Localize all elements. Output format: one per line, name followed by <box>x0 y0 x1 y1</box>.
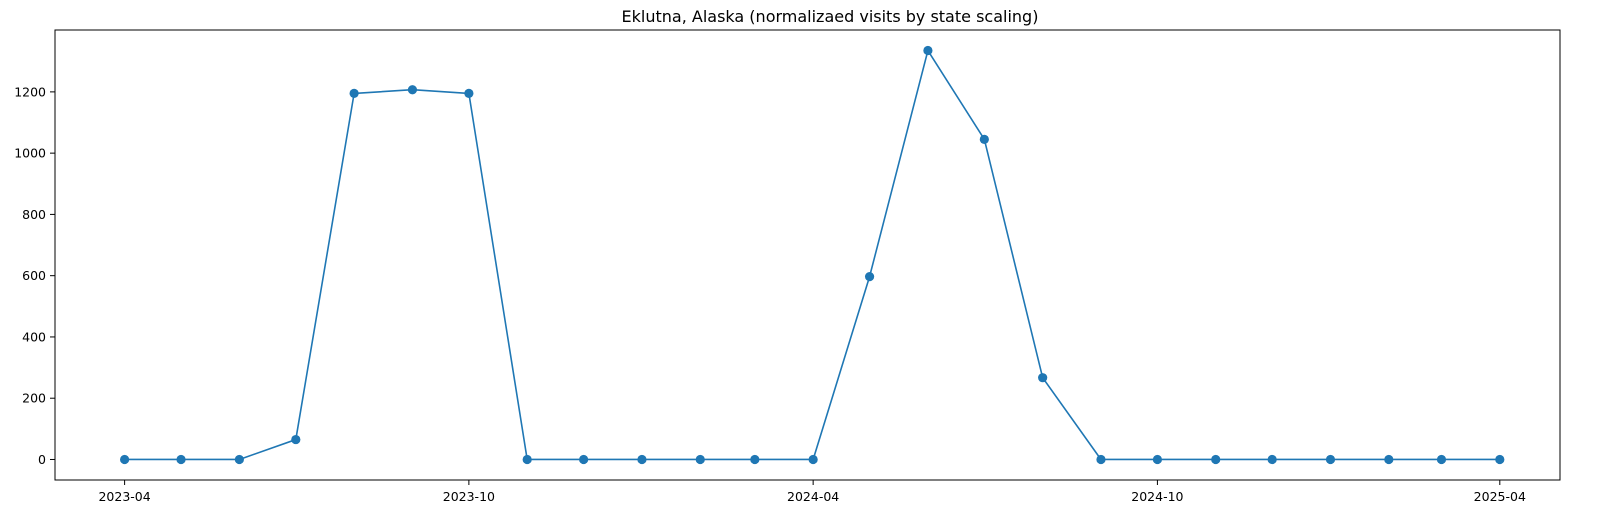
chart-title: Eklutna, Alaska (normalizaed visits by s… <box>622 7 1039 26</box>
data-point <box>808 454 818 465</box>
data-point <box>864 271 875 282</box>
y-axis-ticks: 0 200 400 600 800 1000 1200 <box>14 84 55 467</box>
data-point <box>1495 454 1505 465</box>
series-layer <box>120 45 1505 465</box>
data-point <box>1267 454 1277 465</box>
x-tick-label: 2023-04 <box>98 489 150 504</box>
data-point <box>1436 454 1447 465</box>
y-tick-label: 0 <box>38 452 46 467</box>
data-point <box>1325 454 1336 465</box>
data-point <box>176 454 186 465</box>
data-point <box>637 454 647 465</box>
data-point <box>1038 373 1048 383</box>
data-point <box>407 85 418 95</box>
x-axis-ticks: 2023-04 2023-10 2024-04 2024-10 2025-04 <box>98 480 1526 504</box>
data-point <box>1211 454 1221 465</box>
data-point <box>1384 454 1394 465</box>
data-point <box>120 454 130 465</box>
data-point <box>750 454 760 465</box>
data-point <box>522 454 532 465</box>
data-point <box>695 454 705 465</box>
x-tick-label: 2023-10 <box>443 489 495 504</box>
y-tick-label: 800 <box>22 207 46 222</box>
data-point <box>979 134 989 144</box>
x-tick-label: 2024-10 <box>1131 489 1183 504</box>
data-point <box>579 454 589 465</box>
series-line <box>124 49 1500 461</box>
x-tick-label: 2025-04 <box>1474 489 1526 504</box>
y-tick-label: 1000 <box>14 146 46 161</box>
data-point <box>291 434 301 445</box>
data-point <box>234 454 244 465</box>
data-point <box>923 45 933 56</box>
data-point <box>349 88 359 99</box>
y-tick-label: 1200 <box>14 84 46 99</box>
y-tick-label: 200 <box>22 391 46 406</box>
y-tick-label: 600 <box>22 268 46 283</box>
data-point <box>1152 454 1163 465</box>
plot-frame <box>54 29 1561 481</box>
x-tick-label: 2024-04 <box>787 489 839 504</box>
data-point <box>1096 454 1106 465</box>
data-point <box>464 88 474 99</box>
y-tick-label: 400 <box>22 329 46 344</box>
